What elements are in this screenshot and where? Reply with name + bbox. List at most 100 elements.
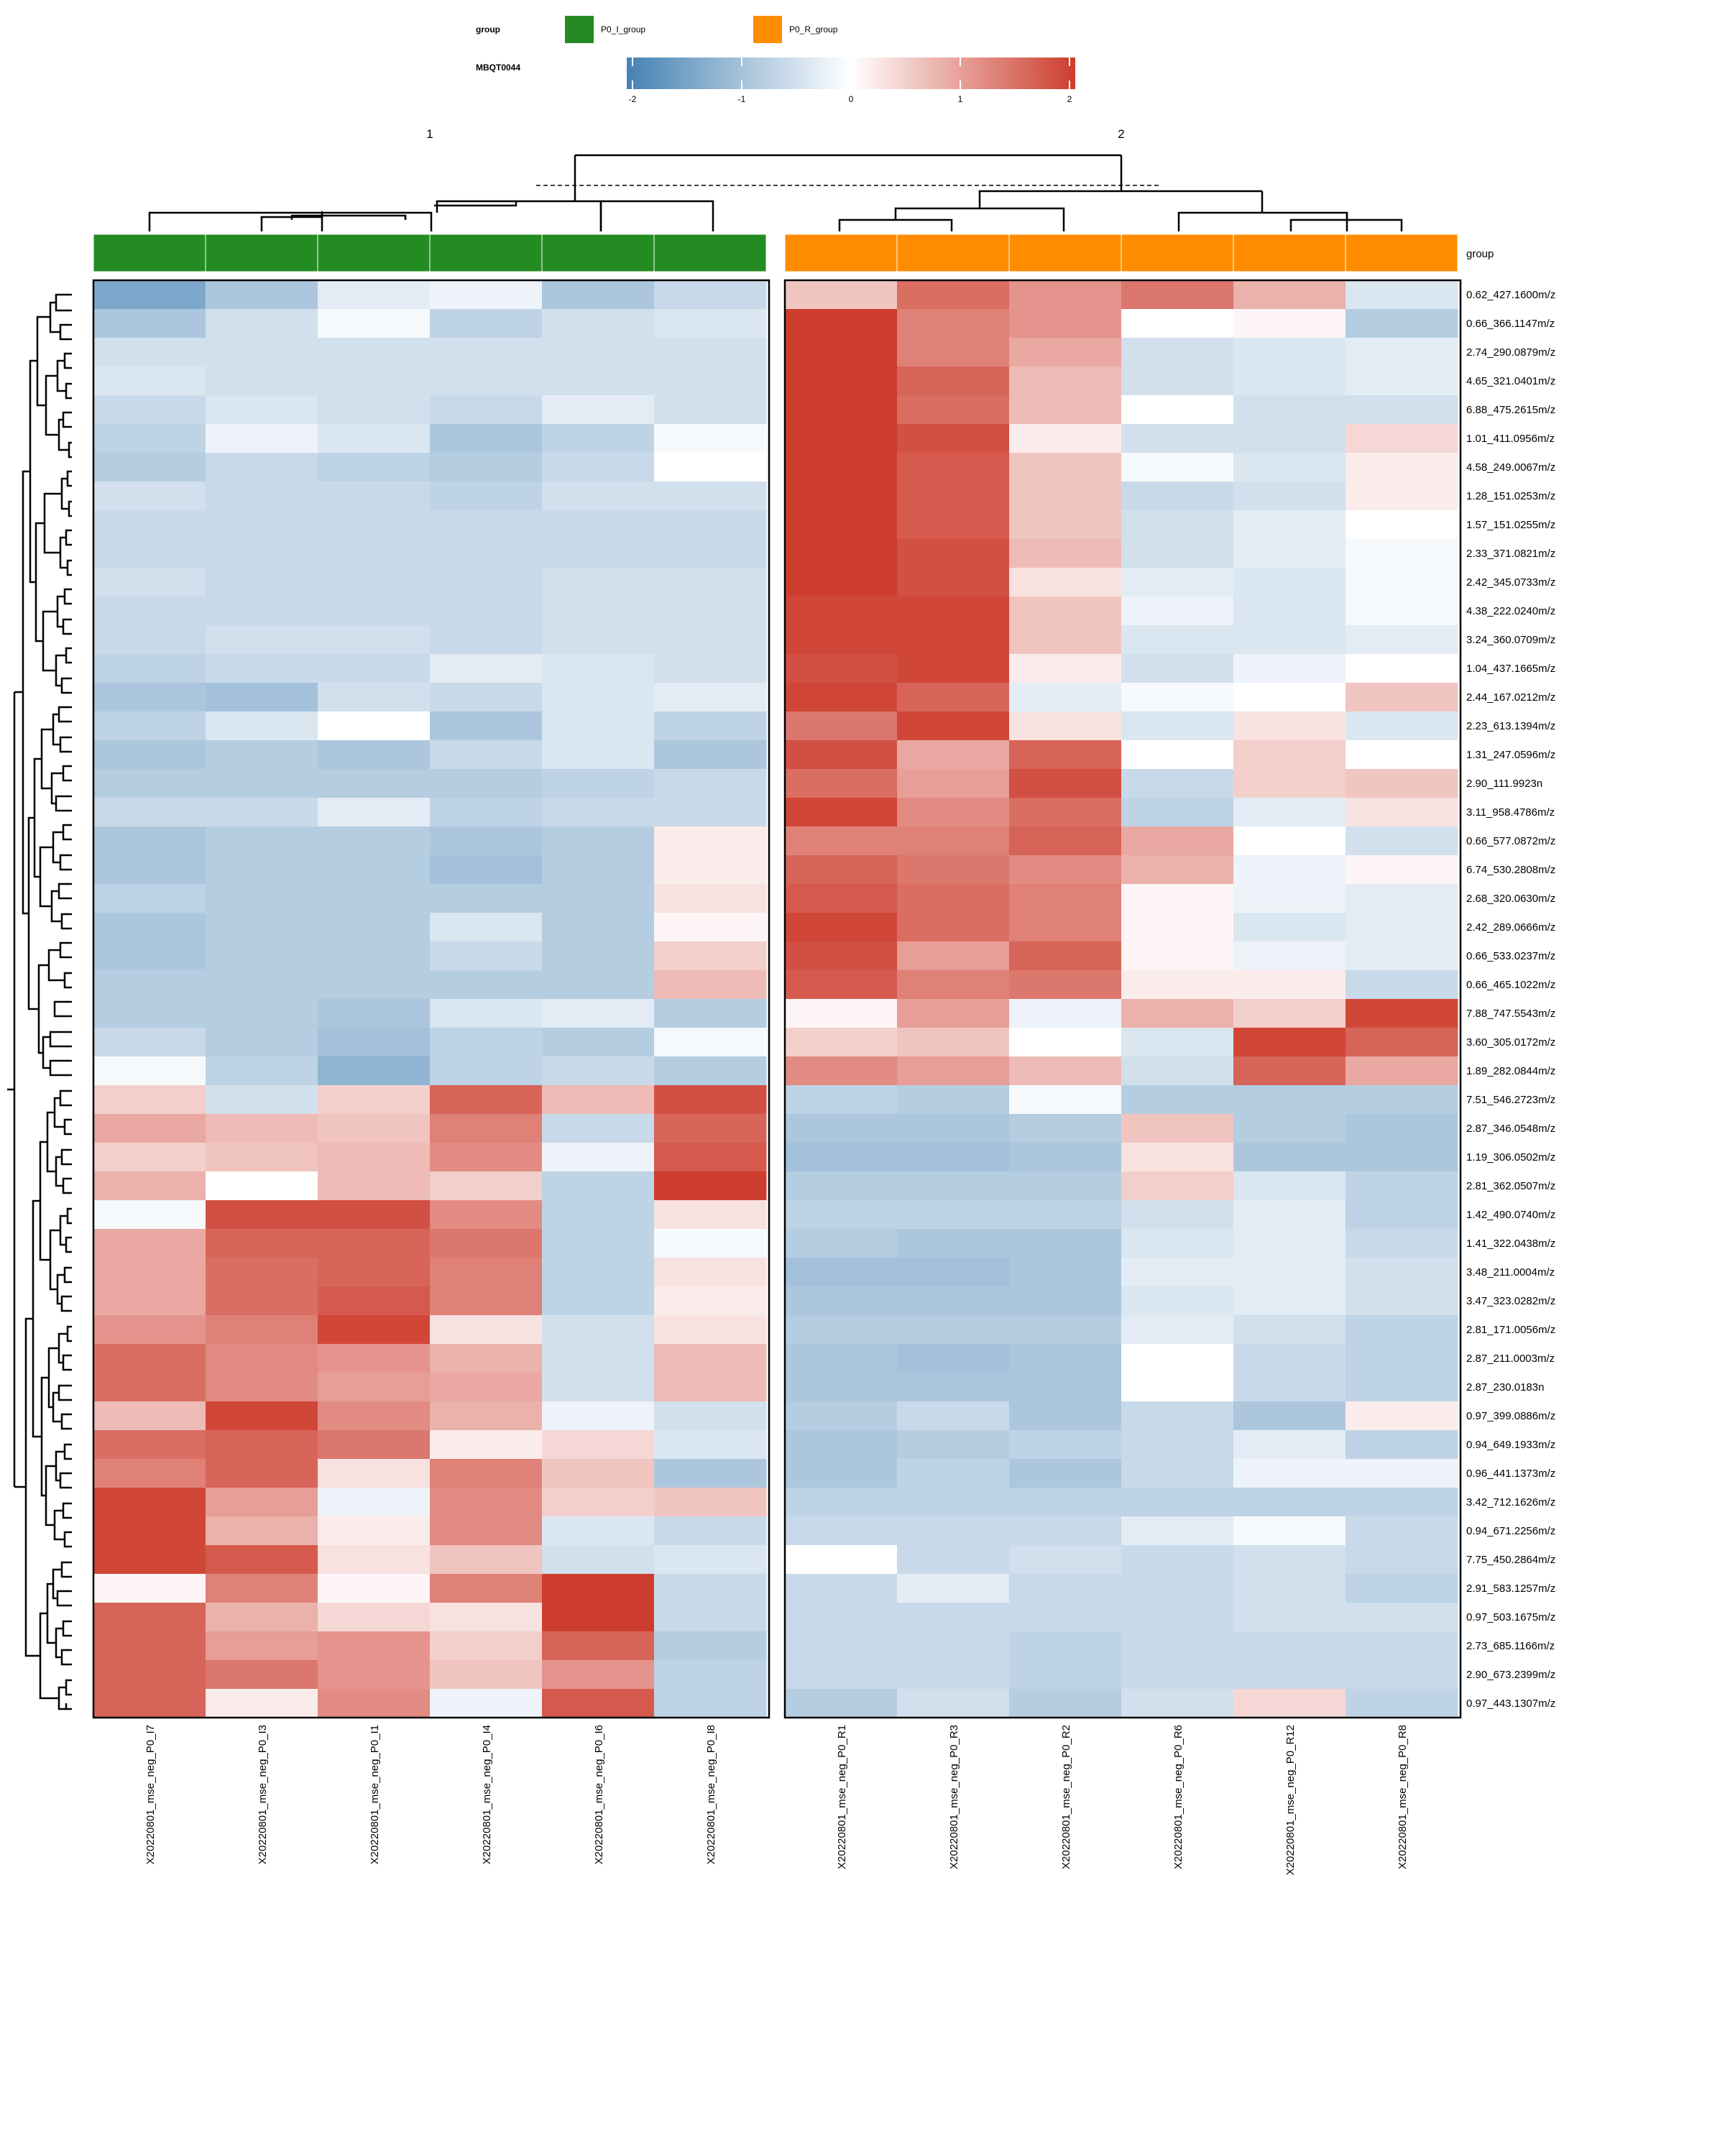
heatmap-cell <box>93 884 206 913</box>
legend: group P0_I_group P0_R_group MBQT0044 -2 … <box>476 16 1075 104</box>
heatmap-cell <box>1121 826 1234 856</box>
heatmap-cell <box>1121 1660 1234 1690</box>
heatmap-cell <box>1009 798 1122 827</box>
heatmap-cell <box>430 453 543 482</box>
heatmap-cell <box>430 683 543 712</box>
row-label: 1.57_151.0255m/z <box>1466 519 1555 531</box>
heatmap-cell <box>1121 654 1234 683</box>
heatmap-cell <box>1121 1488 1234 1517</box>
heatmap-cell <box>654 1085 767 1115</box>
heatmap-cell <box>785 482 898 511</box>
heatmap-cell <box>1346 338 1458 367</box>
heatmap-cell <box>206 1516 318 1546</box>
heatmap-cell <box>1009 1488 1122 1517</box>
heatmap-cell <box>654 1373 767 1402</box>
heatmap-cell <box>1009 941 1122 971</box>
heatmap-cell <box>1346 453 1458 482</box>
heatmap-cell <box>93 913 206 942</box>
heatmap-cell <box>318 1488 431 1517</box>
heatmap-cell <box>93 1286 206 1316</box>
heatmap-cell <box>897 1286 1010 1316</box>
heatmap-cell <box>93 1603 206 1632</box>
heatmap-cell <box>93 1430 206 1460</box>
heatmap-cell <box>1009 482 1122 511</box>
heatmap-cell <box>318 395 431 425</box>
heatmap-cell <box>1233 1516 1346 1546</box>
heatmap-cell <box>1233 1430 1346 1460</box>
row-label: 0.66_577.0872m/z <box>1466 835 1555 847</box>
heatmap-cell <box>785 625 898 655</box>
heatmap-cell <box>1121 884 1234 913</box>
heatmap-cell <box>897 568 1010 597</box>
heatmap-cell <box>1233 338 1346 367</box>
heatmap-cell <box>430 1315 543 1345</box>
scale-tick-label: -1 <box>738 94 746 104</box>
heatmap-cell <box>93 482 206 511</box>
column-label: X20220801_mse_neg_P0_R2 <box>1060 1725 1072 1869</box>
heatmap-cell <box>1233 740 1346 770</box>
row-label: 2.87_346.0548m/z <box>1466 1123 1555 1135</box>
heatmap-cell <box>1121 941 1234 971</box>
heatmap-cell <box>542 1056 655 1086</box>
column-label: X20220801_mse_neg_P0_I6 <box>593 1725 605 1864</box>
heatmap-cell <box>654 309 767 338</box>
heatmap-cell <box>430 769 543 798</box>
heatmap-cell <box>1009 970 1122 1000</box>
heatmap-cell <box>1009 826 1122 856</box>
heatmap-cell <box>654 1200 767 1230</box>
heatmap-cell <box>897 539 1010 568</box>
row-label: 2.74_290.0879m/z <box>1466 346 1555 359</box>
heatmap-cell <box>1233 1603 1346 1632</box>
heatmap-cell <box>206 625 318 655</box>
heatmap-cell <box>542 1459 655 1488</box>
heatmap-cell <box>542 1373 655 1402</box>
heatmap-cell <box>206 1171 318 1201</box>
heatmap-cell <box>897 683 1010 712</box>
heatmap-cell <box>785 1344 898 1373</box>
heatmap-cell <box>542 1028 655 1057</box>
heatmap-cell <box>318 280 431 310</box>
heatmap-cell <box>1346 1373 1458 1402</box>
heatmap-cell <box>1346 1171 1458 1201</box>
heatmap-cell <box>93 769 206 798</box>
heatmap-cell <box>1233 367 1346 396</box>
heatmap-cell <box>654 999 767 1028</box>
heatmap-cell <box>1346 1631 1458 1661</box>
scale-tick-label: 1 <box>958 94 963 104</box>
row-label: 0.97_399.0886m/z <box>1466 1410 1555 1422</box>
row-label: 0.97_443.1307m/z <box>1466 1697 1555 1710</box>
group-annotation-cell <box>93 234 206 272</box>
heatmap-cell <box>1346 683 1458 712</box>
heatmap-cell <box>785 1459 898 1488</box>
heatmap-cell <box>93 1689 206 1718</box>
heatmap-cell <box>1346 1660 1458 1690</box>
heatmap-cell <box>1009 309 1122 338</box>
heatmap-cell <box>785 1516 898 1546</box>
heatmap-cell <box>1121 711 1234 741</box>
heatmap-cell <box>897 769 1010 798</box>
heatmap-cell <box>430 1028 543 1057</box>
heatmap-cell <box>318 913 431 942</box>
heatmap-cell <box>430 1660 543 1690</box>
heatmap-cell <box>206 1401 318 1431</box>
heatmap-cell <box>318 625 431 655</box>
group-annotation-cell <box>1233 234 1346 272</box>
heatmap-cell <box>93 539 206 568</box>
heatmap-cell <box>430 482 543 511</box>
heatmap-cell <box>785 654 898 683</box>
row-label: 0.66_533.0237m/z <box>1466 950 1555 962</box>
heatmap-cell <box>1121 1229 1234 1258</box>
heatmap-cell <box>897 1258 1010 1287</box>
heatmap-cell <box>318 424 431 453</box>
heatmap-cell <box>1346 1689 1458 1718</box>
row-label: 2.90_111.9923n <box>1466 778 1542 790</box>
heatmap-cell <box>206 855 318 885</box>
heatmap-cell <box>430 1689 543 1718</box>
heatmap-cell <box>542 1315 655 1345</box>
heatmap-cell <box>654 510 767 540</box>
heatmap-cell <box>654 884 767 913</box>
heatmap-cell <box>93 1229 206 1258</box>
heatmap-cell <box>654 941 767 971</box>
heatmap-cell <box>1009 1459 1122 1488</box>
heatmap-cell <box>206 711 318 741</box>
